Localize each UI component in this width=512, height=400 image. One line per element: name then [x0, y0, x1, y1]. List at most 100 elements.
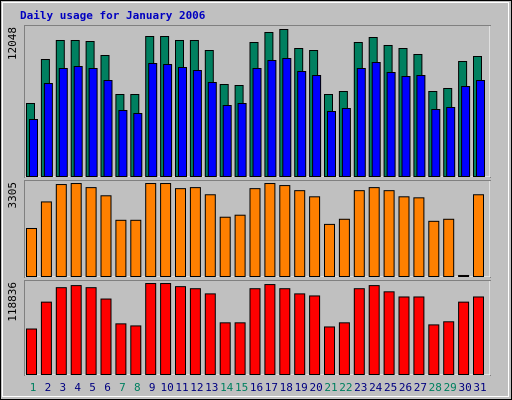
x-tick-label: 23	[354, 381, 367, 394]
bar	[26, 328, 37, 375]
x-tick-label: 24	[369, 381, 383, 394]
x-tick-label: 12	[190, 381, 203, 394]
bar	[282, 58, 292, 178]
x-tick-label: 31	[473, 381, 486, 394]
bar	[204, 194, 216, 277]
bar	[70, 285, 82, 375]
x-tick-label: 2	[45, 381, 52, 394]
bar	[40, 301, 52, 375]
bar	[234, 214, 246, 278]
bar	[189, 187, 201, 278]
bar	[219, 322, 231, 375]
bar	[309, 196, 321, 277]
bar	[118, 109, 128, 177]
bar	[207, 81, 217, 177]
bar	[219, 216, 231, 278]
bar	[145, 283, 157, 375]
bar	[324, 223, 335, 277]
bar	[130, 219, 142, 277]
bar	[309, 295, 321, 375]
x-tick-label: 5	[89, 381, 96, 394]
x-tick-label: 1	[30, 381, 37, 394]
bar	[476, 80, 485, 177]
bar	[413, 296, 425, 375]
bar	[115, 323, 127, 376]
bar	[40, 201, 52, 277]
bar	[431, 108, 441, 177]
bar	[279, 288, 291, 375]
bar	[386, 72, 396, 177]
bar	[341, 108, 351, 177]
x-tick-label: 25	[384, 381, 397, 394]
bar	[178, 67, 187, 177]
bar	[416, 74, 426, 177]
bar	[371, 61, 381, 177]
bar	[264, 183, 276, 278]
bar	[148, 63, 158, 177]
x-tick-label: 21	[324, 381, 337, 394]
bar	[383, 291, 395, 375]
bar	[192, 70, 202, 177]
bar	[267, 59, 277, 178]
x-tick-label: 27	[414, 381, 427, 394]
bar	[446, 107, 456, 177]
x-tick-label: 18	[280, 381, 293, 394]
bar	[175, 286, 186, 375]
x-tick-label: 15	[235, 381, 248, 394]
bar	[401, 75, 411, 177]
x-tick-label: 16	[250, 381, 263, 394]
bar	[222, 104, 232, 177]
bar	[145, 183, 157, 278]
bar	[43, 82, 53, 177]
x-tick-label: 9	[149, 381, 156, 394]
bar	[353, 288, 365, 375]
bar	[473, 296, 484, 375]
x-tick-label: 13	[205, 381, 218, 394]
bar	[398, 296, 410, 375]
bar	[55, 287, 67, 376]
bar	[85, 187, 97, 278]
y-tick-label: 12048	[6, 27, 19, 60]
bar	[100, 298, 112, 375]
bar	[73, 66, 83, 177]
x-tick-label: 8	[134, 381, 141, 394]
bar	[160, 283, 172, 375]
x-tick-label: 22	[339, 381, 352, 394]
bar	[163, 64, 173, 177]
x-tick-label: 19	[295, 381, 308, 394]
bar	[237, 102, 247, 177]
bar	[443, 321, 455, 375]
bar	[324, 326, 335, 376]
bar	[428, 220, 440, 278]
bar	[294, 190, 306, 277]
x-tick-label: 7	[119, 381, 126, 394]
bar	[413, 197, 425, 277]
x-tick-label: 30	[458, 381, 471, 394]
bar	[130, 325, 142, 376]
bar	[356, 67, 366, 177]
bar	[252, 67, 262, 177]
bar	[175, 188, 186, 277]
bar	[327, 110, 336, 177]
x-tick-label: 26	[399, 381, 412, 394]
bar	[100, 195, 112, 277]
bar	[312, 74, 322, 177]
bar	[297, 71, 307, 177]
bar	[294, 293, 306, 375]
bar	[338, 322, 350, 375]
bar	[338, 218, 350, 278]
bar	[428, 324, 440, 376]
bar	[461, 86, 471, 177]
bar	[249, 288, 261, 375]
bar	[473, 194, 484, 277]
bar	[458, 301, 470, 375]
bar	[133, 113, 143, 177]
bar	[204, 293, 216, 375]
y-tick-label: 118836	[6, 282, 19, 322]
bar	[160, 183, 172, 278]
bar	[103, 80, 113, 177]
bar	[189, 288, 201, 375]
x-tick-label: 11	[175, 381, 188, 394]
bar	[368, 187, 380, 278]
